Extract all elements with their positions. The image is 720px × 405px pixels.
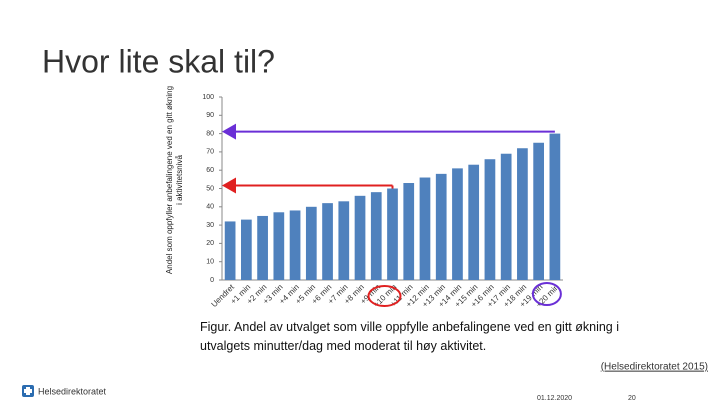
bar <box>354 195 366 280</box>
footer-date: 01.12.2020 <box>537 395 572 402</box>
bar <box>468 164 480 280</box>
logo-icon <box>22 385 34 397</box>
bar <box>533 142 545 280</box>
bar <box>500 153 512 280</box>
bar <box>419 177 431 280</box>
y-tick-label: 40 <box>206 204 214 211</box>
bar <box>322 203 333 280</box>
bar <box>338 201 350 280</box>
y-tick-label: 60 <box>206 167 214 174</box>
source: (Helsedirektoratet 2015) <box>601 362 708 373</box>
footer-logo: Helsedirektoratet <box>38 386 107 396</box>
bar <box>403 183 415 280</box>
y-tick-label: 20 <box>206 240 214 247</box>
bar <box>273 212 285 280</box>
y-tick-label: 30 <box>206 222 214 229</box>
slide-title: Hvor lite skal til? <box>42 43 275 79</box>
bar <box>370 192 382 280</box>
y-tick-label: 50 <box>206 185 214 192</box>
bar <box>517 148 528 280</box>
annotation-circle <box>531 282 562 306</box>
y-tick-label: 80 <box>206 130 214 137</box>
caption: Figur. Andel av utvalget som ville oppfy… <box>200 320 620 353</box>
bar <box>305 206 317 280</box>
y-tick-label: 10 <box>206 259 214 266</box>
bar <box>257 215 268 280</box>
footer-page: 20 <box>628 395 636 402</box>
bar <box>484 159 496 280</box>
y-axis-label: Andel som oppfyller anbefalingene ved en… <box>165 85 184 275</box>
bar <box>435 173 447 280</box>
y-tick-label: 90 <box>206 112 214 119</box>
bar <box>224 221 236 280</box>
bar <box>387 188 398 280</box>
y-tick-label: 100 <box>202 94 214 101</box>
y-tick-label: 70 <box>206 149 214 156</box>
bar <box>549 133 561 280</box>
annotation-circle <box>367 285 402 307</box>
bar <box>240 219 252 280</box>
y-tick-label: 0 <box>210 277 214 284</box>
bar <box>452 168 463 280</box>
bar <box>289 210 301 280</box>
